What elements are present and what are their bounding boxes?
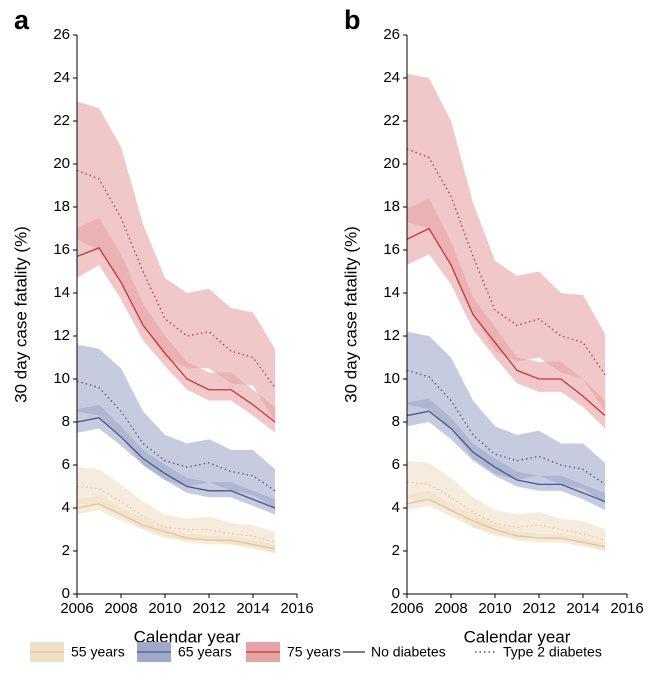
x-tick-label: 2016 (610, 600, 643, 617)
ci-band (77, 404, 275, 515)
y-axis-label: 30 day case fatality (%) (11, 226, 30, 403)
line (406, 498, 606, 548)
y-tick-label: 18 (383, 198, 400, 215)
y-tick-label: 2 (62, 542, 70, 559)
ci-band (77, 101, 275, 423)
line (76, 169, 276, 388)
line (406, 227, 606, 417)
x-tick-label: 2006 (60, 600, 93, 617)
line (406, 410, 606, 503)
legend-label: 75 years (287, 644, 341, 660)
legend-label: No diabetes (371, 644, 446, 660)
y-tick-label: 24 (383, 69, 400, 86)
y-tick-label: 24 (53, 69, 70, 86)
line (406, 148, 606, 376)
panel-title: b (344, 5, 361, 35)
y-tick-label: 8 (392, 413, 400, 430)
y-tick-label: 22 (383, 112, 400, 129)
y-tick-label: 10 (53, 370, 70, 387)
y-tick-label: 10 (383, 370, 400, 387)
ci-band (407, 490, 605, 551)
y-tick-label: 2 (392, 542, 400, 559)
legend-label: Type 2 diabetes (503, 644, 602, 660)
x-axis-label: Calendar year (134, 627, 241, 646)
y-tick-label: 4 (62, 499, 70, 516)
x-tick-label: 2010 (478, 600, 511, 617)
ci-band (407, 460, 605, 551)
line (406, 481, 606, 541)
panel-title: a (14, 5, 30, 35)
line (76, 417, 276, 509)
legend-label: 55 years (71, 644, 125, 660)
x-tick-label: 2006 (390, 600, 423, 617)
y-tick-label: 22 (53, 112, 70, 129)
line (76, 247, 276, 423)
ci-band (77, 217, 275, 433)
x-tick-label: 2008 (104, 600, 137, 617)
x-axis-label: Calendar year (464, 627, 571, 646)
y-tick-label: 8 (62, 413, 70, 430)
x-tick-label: 2012 (522, 600, 555, 617)
y-tick-label: 14 (383, 284, 400, 301)
y-axis-label: 30 day case fatality (%) (341, 226, 360, 403)
line (76, 503, 276, 550)
y-tick-label: 16 (53, 241, 70, 258)
ci-band (407, 331, 605, 504)
y-tick-label: 16 (383, 241, 400, 258)
x-tick-label: 2016 (280, 600, 313, 617)
y-tick-label: 18 (53, 198, 70, 215)
x-tick-label: 2014 (566, 600, 599, 617)
y-tick-label: 6 (392, 456, 400, 473)
y-tick-label: 4 (392, 499, 400, 516)
y-tick-label: 0 (62, 585, 70, 602)
x-tick-label: 2014 (236, 600, 269, 617)
y-tick-label: 26 (383, 26, 400, 43)
ci-band (407, 198, 605, 429)
y-tick-label: 6 (62, 456, 70, 473)
y-tick-label: 14 (53, 284, 70, 301)
legend-label: 65 years (178, 644, 232, 660)
y-tick-label: 26 (53, 26, 70, 43)
y-tick-label: 12 (53, 327, 70, 344)
x-tick-label: 2008 (434, 600, 467, 617)
ci-band (77, 495, 275, 554)
y-tick-label: 0 (392, 585, 400, 602)
ci-band (77, 467, 275, 554)
ci-band (407, 73, 605, 412)
ci-band (407, 398, 605, 511)
line (76, 485, 276, 544)
y-tick-label: 20 (53, 155, 70, 172)
x-tick-label: 2012 (192, 600, 225, 617)
x-tick-label: 2010 (148, 600, 181, 617)
y-tick-label: 12 (383, 327, 400, 344)
ci-band (77, 344, 275, 508)
y-tick-label: 20 (383, 155, 400, 172)
